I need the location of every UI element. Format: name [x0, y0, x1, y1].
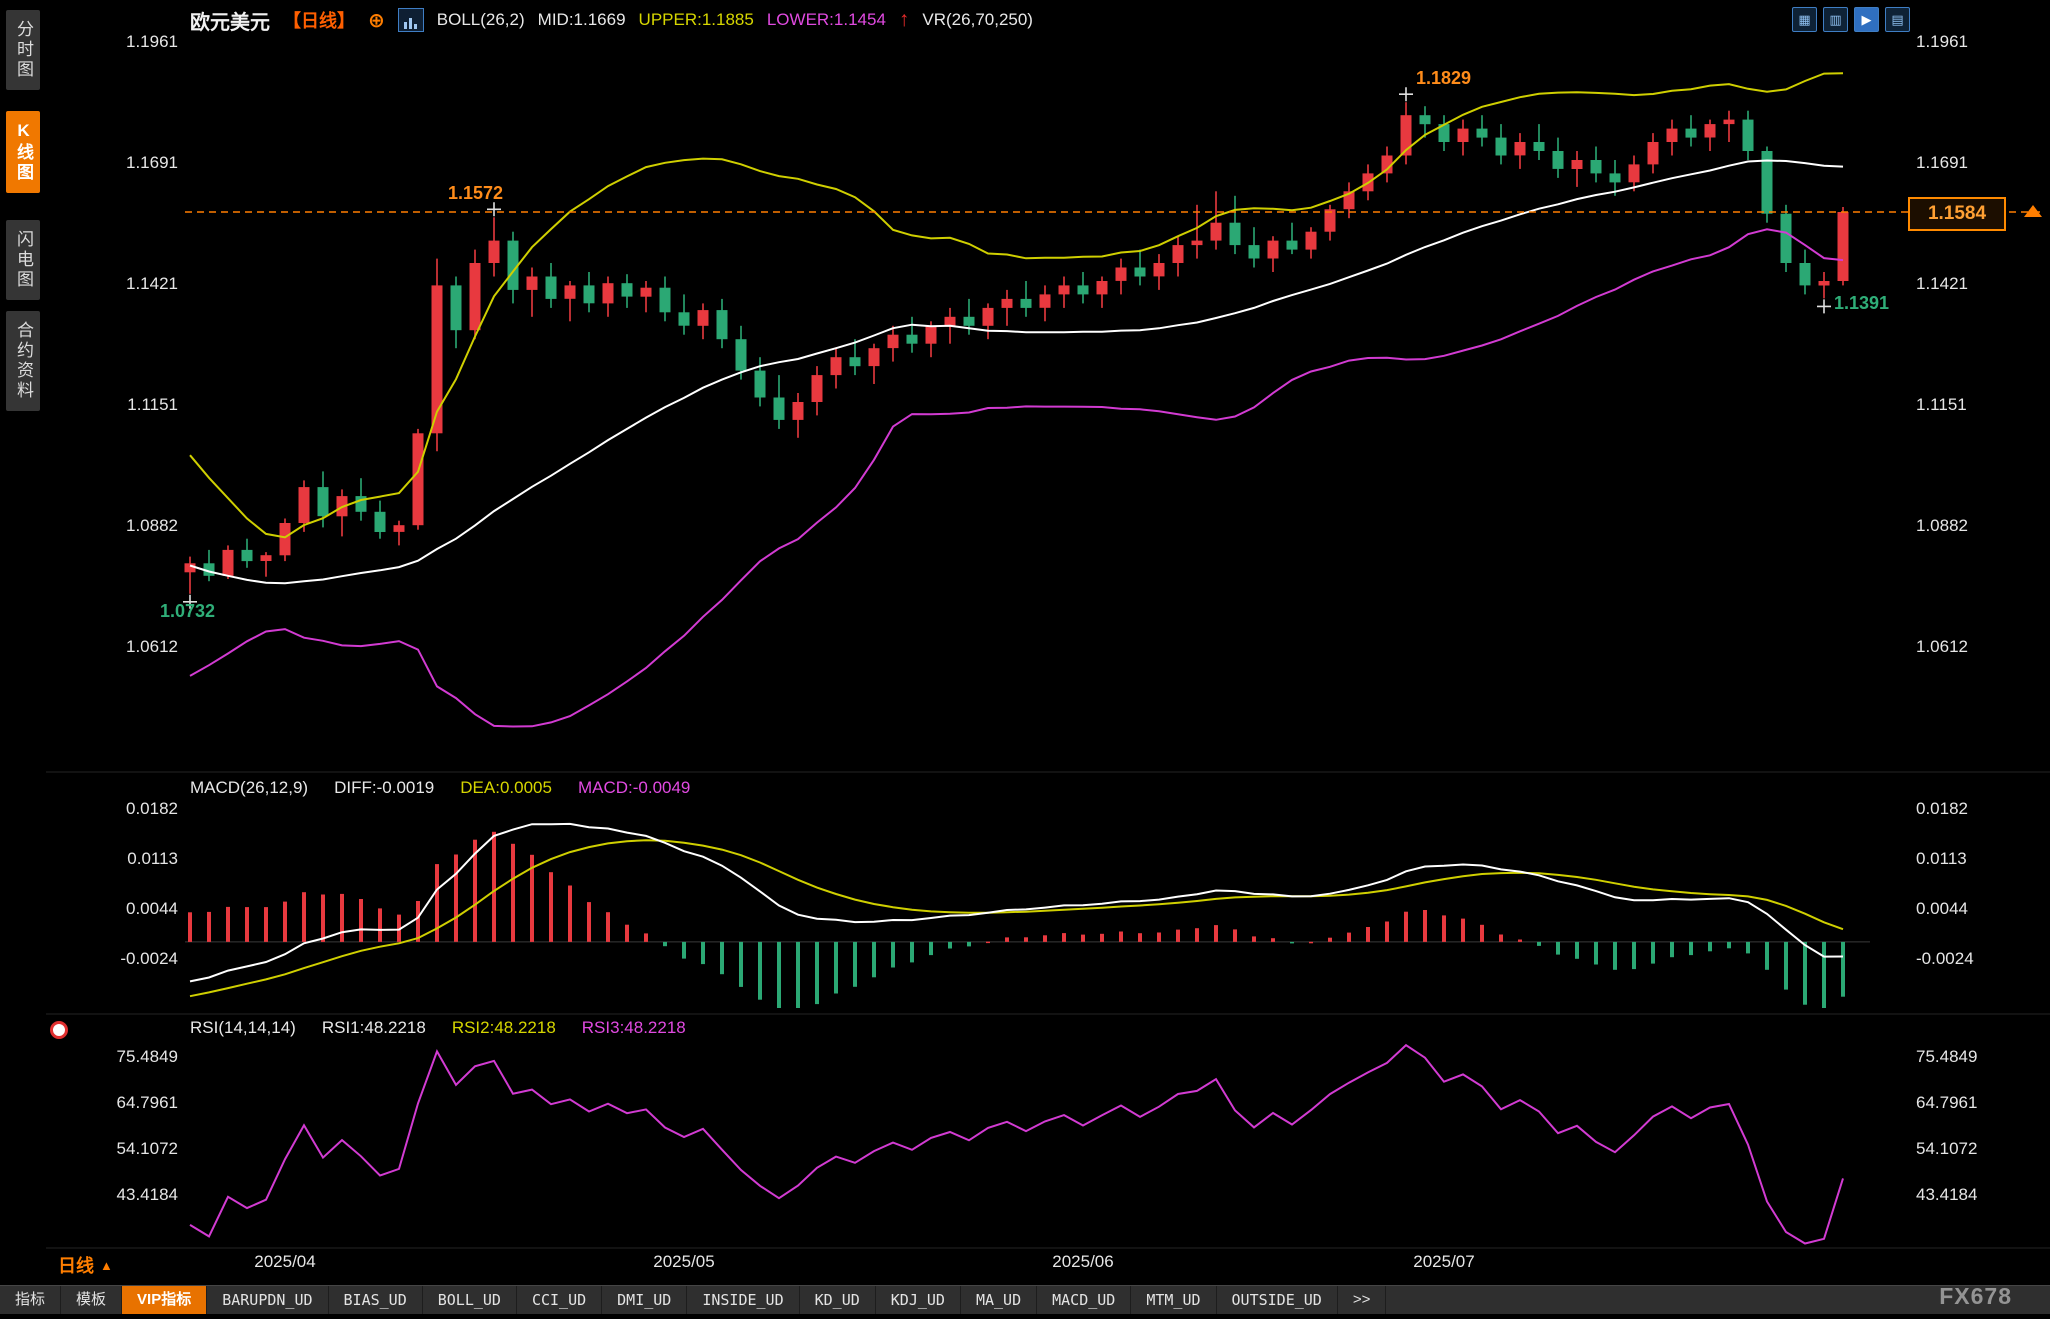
sidebar-item-4[interactable]: 合约资料: [6, 311, 40, 411]
rsi2-value: RSI2:48.2218: [451, 1018, 556, 1037]
add-circle-icon[interactable]: ⊕: [368, 9, 385, 32]
brand-watermark: FX678: [1939, 1283, 2012, 1309]
grid-layout-icon[interactable]: ▦: [1792, 7, 1817, 32]
bottom-tab[interactable]: KD_UD: [800, 1286, 876, 1314]
layout-icon-group: ▦ ▥ ▶ ▤: [1792, 7, 1910, 32]
macd-header: MACD(26,12,9) DIFF:-0.0019 DEA:0.0005 MA…: [190, 778, 690, 798]
rsi-name: RSI(14,14,14): [190, 1018, 296, 1037]
bottom-tab[interactable]: CCI_UD: [517, 1286, 603, 1314]
price-up-arrow-icon: ↑: [898, 8, 910, 31]
bottom-tab[interactable]: 模板: [61, 1286, 123, 1314]
macd-name: MACD(26,12,9): [190, 778, 309, 797]
rsi3-value: RSI3:48.2218: [581, 1018, 686, 1037]
panel-layout-icon[interactable]: ▤: [1885, 7, 1910, 32]
swing-low-label-april: 1.0732: [160, 601, 216, 621]
bottom-tab[interactable]: 指标: [0, 1286, 62, 1314]
bottom-tab[interactable]: VIP指标: [122, 1286, 208, 1314]
indicator-tab-bar: 指标 模板 VIP指标 BARUPDN_UD BIAS_UD BOLL_UD CCI_UD D…: [0, 1285, 2050, 1314]
bottom-tab[interactable]: >>: [1338, 1286, 1387, 1314]
bottom-tab[interactable]: BIAS_UD: [329, 1286, 423, 1314]
bottom-tab[interactable]: MTM_UD: [1131, 1286, 1217, 1314]
bottom-tab[interactable]: KDJ_UD: [876, 1286, 961, 1314]
macd-diff-value: DIFF:-0.0019: [334, 778, 435, 797]
kline-mini-icon[interactable]: [397, 8, 424, 32]
vr-label: VR(26,70,250): [922, 10, 1033, 29]
sidebar-item-2[interactable]: K线图: [6, 111, 40, 193]
symbol-title: 欧元美元: [190, 11, 270, 34]
bottom-tab[interactable]: OUTSIDE_UD: [1217, 1286, 1338, 1314]
rsi-header: RSI(14,14,14) RSI1:48.2218 RSI2:48.2218 …: [190, 1018, 686, 1038]
last-price-box: 1.1584: [1908, 197, 2006, 231]
swing-high-label-april: 1.1572: [448, 183, 504, 203]
swing-low-label-july: 1.1391: [1834, 293, 1890, 313]
bottom-tab[interactable]: MACD_UD: [1037, 1286, 1132, 1314]
bottom-tab[interactable]: MA_UD: [961, 1286, 1038, 1314]
indicator-target-icon[interactable]: [50, 1021, 68, 1039]
bottom-tab[interactable]: BOLL_UD: [423, 1286, 517, 1314]
macd-macd-value: MACD:-0.0049: [577, 778, 691, 797]
bottom-tab[interactable]: DMI_UD: [602, 1286, 688, 1314]
rsi1-value: RSI1:48.2218: [321, 1018, 426, 1037]
boll-label: BOLL(26,2): [436, 10, 525, 29]
bottom-tab[interactable]: BARUPDN_UD: [207, 1286, 329, 1314]
period-selector[interactable]: 日线 ▲: [58, 1252, 113, 1278]
bottom-tab[interactable]: INSIDE_UD: [687, 1286, 800, 1314]
period-label: 日线: [58, 1256, 94, 1276]
boll-lower-value: LOWER:1.1454: [766, 10, 886, 29]
sidebar-item-1[interactable]: 分时图: [6, 10, 40, 90]
kline-view-icon[interactable]: ▶: [1854, 7, 1879, 32]
macd-dea-value: DEA:0.0005: [460, 778, 552, 797]
period-tag[interactable]: 【日线】: [283, 11, 355, 31]
boll-mid-value: MID:1.1669: [537, 10, 626, 29]
chevron-up-icon: ▲: [100, 1257, 113, 1273]
dual-pane-icon[interactable]: ▥: [1823, 7, 1848, 32]
swing-high-label-july: 1.1829: [1416, 68, 1472, 88]
sidebar-item-3[interactable]: 闪电图: [6, 220, 40, 300]
boll-upper-value: UPPER:1.1885: [638, 10, 754, 29]
left-sidebar: 分时图 K线图闪电图合约资料: [0, 0, 46, 1286]
chart-header: 欧元美元 【日线】 ⊕ BOLL(26,2) MID:1.1669 UPPER:…: [190, 5, 1033, 35]
